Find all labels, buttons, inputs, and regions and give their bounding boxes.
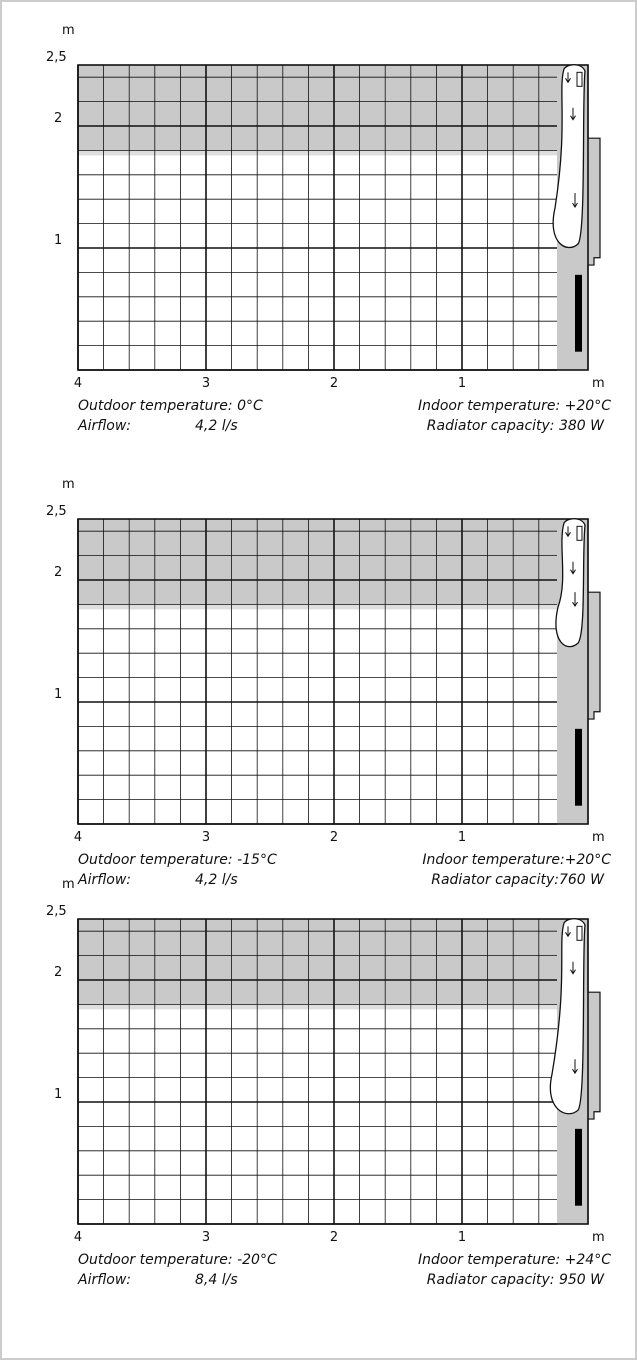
flow-arrow	[565, 526, 571, 538]
airflow-value: 8,4 l/s	[195, 1272, 238, 1288]
y-unit: m	[62, 877, 75, 892]
airflow-value: 4,2 l/s	[195, 418, 238, 434]
indoor-temperature: Indoor temperature: +24°C	[418, 1252, 611, 1268]
panel: m 2,5 2 1 4 3 2 1 m Outdoor temperature: 0°C Indoo…	[46, 23, 611, 434]
flow-arrow	[570, 561, 576, 575]
warm-zone	[78, 919, 557, 1005]
grid-border	[77, 518, 589, 825]
indoor-temperature: Indoor temperature:+20°C	[422, 852, 611, 868]
outdoor-temperature: Outdoor temperature: 0°C	[78, 398, 263, 414]
y-tick-label: 1	[54, 687, 62, 702]
y-tick-label: 1	[54, 233, 62, 248]
window-vent	[576, 525, 583, 541]
radiator-capacity: Radiator capacity:760 W	[431, 872, 605, 888]
x-unit: m	[592, 376, 605, 391]
x-tick-label: 1	[458, 830, 466, 845]
radiator	[575, 1128, 582, 1206]
flow-arrow	[570, 961, 576, 975]
flow-arrow	[572, 193, 578, 208]
indoor-temperature: Indoor temperature: +20°C	[418, 398, 611, 414]
x-tick-label: 4	[74, 1230, 82, 1245]
warm-zone	[78, 65, 557, 151]
x-tick-label: 2	[330, 376, 338, 391]
panel: m 2,5 2 1 4 3 2 1 m Outdoor temperature: -20°C Ind…	[46, 877, 611, 1288]
air-plume	[549, 918, 586, 1115]
x-tick-label: 1	[458, 1230, 466, 1245]
x-tick-label: 3	[202, 830, 210, 845]
flow-arrow	[565, 926, 571, 938]
flow-arrow	[570, 107, 576, 121]
y-tick-label: 2	[54, 965, 62, 980]
x-tick-label: 3	[202, 376, 210, 391]
x-tick-label: 3	[202, 1230, 210, 1245]
outdoor-temperature: Outdoor temperature: -20°C	[78, 1252, 277, 1268]
x-tick-label: 4	[74, 830, 82, 845]
warm-zone-edge	[78, 604, 557, 610]
window-vent	[576, 71, 583, 87]
y-unit: m	[62, 23, 75, 38]
wall	[587, 919, 601, 1224]
flow-arrow	[565, 72, 571, 84]
grid-border	[77, 64, 589, 371]
window-vent	[576, 925, 583, 941]
outdoor-temperature: Outdoor temperature: -15°C	[78, 852, 277, 868]
x-tick-label: 2	[330, 830, 338, 845]
radiator	[575, 728, 582, 806]
airflow-label: Airflow:	[77, 418, 131, 434]
air-plume	[552, 64, 586, 249]
panel: m 2,5 2 1 4 3 2 1 m Outdoor temperature: -15°C Ind…	[46, 477, 611, 888]
y-tick-label: 2,5	[46, 504, 67, 519]
y-tick-label: 2	[54, 565, 62, 580]
wall	[587, 519, 601, 824]
airflow-label: Airflow:	[77, 1272, 131, 1288]
warm-zone-edge	[78, 1004, 557, 1010]
y-unit: m	[62, 477, 75, 492]
air-plume	[555, 518, 586, 648]
y-tick-label: 2	[54, 111, 62, 126]
y-tick-label: 1	[54, 1087, 62, 1102]
radiator-capacity: Radiator capacity: 950 W	[427, 1272, 605, 1288]
airflow-value: 4,2 l/s	[195, 872, 238, 888]
radiator-capacity: Radiator capacity: 380 W	[427, 418, 605, 434]
x-unit: m	[592, 1230, 605, 1245]
x-unit: m	[592, 830, 605, 845]
airflow-label: Airflow:	[77, 872, 131, 888]
x-tick-label: 1	[458, 376, 466, 391]
y-tick-label: 2,5	[46, 50, 67, 65]
x-tick-label: 2	[330, 1230, 338, 1245]
radiator	[575, 274, 582, 352]
x-tick-label: 4	[74, 376, 82, 391]
wall	[587, 65, 601, 370]
flow-arrow	[572, 592, 578, 608]
y-tick-label: 2,5	[46, 904, 67, 919]
flow-arrow	[572, 1059, 578, 1075]
grid-border	[77, 918, 589, 1225]
warm-zone-edge	[78, 150, 557, 156]
warm-zone	[78, 519, 557, 605]
